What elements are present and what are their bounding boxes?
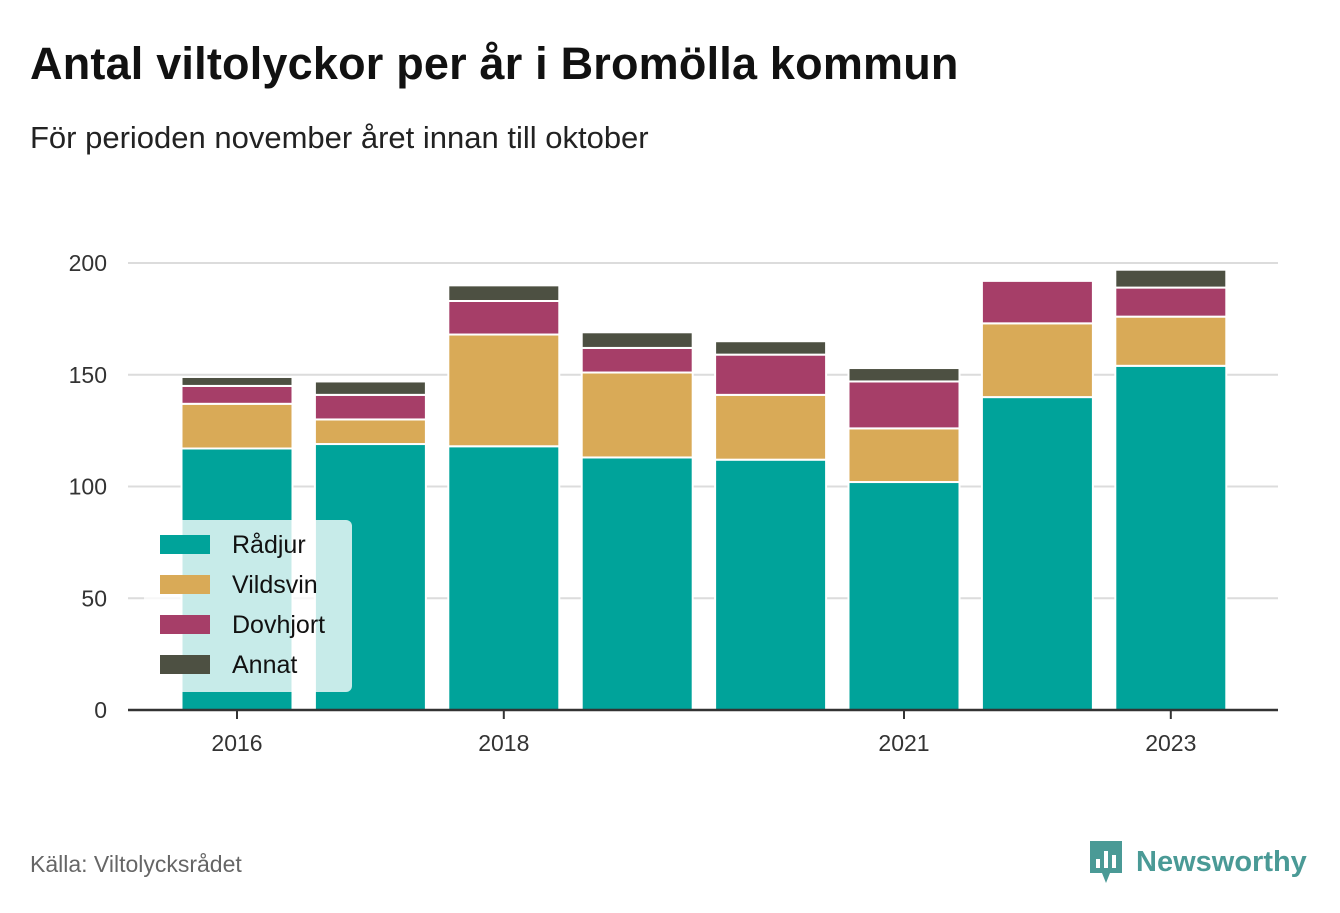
- bar-segment: [580, 456, 694, 711]
- bar-segment: [847, 380, 961, 430]
- legend-swatch: [160, 655, 210, 674]
- brand-logo: Newsworthy: [1088, 838, 1307, 886]
- legend-label: Annat: [232, 651, 297, 679]
- bar-segment: [180, 402, 294, 450]
- bar-segment: [313, 393, 427, 421]
- bar-segment: [714, 458, 828, 711]
- bar-segment: [847, 481, 961, 711]
- bar-segment: [580, 346, 694, 374]
- chart-title: Antal viltolyckor per år i Bromölla komm…: [30, 38, 959, 89]
- x-tick-label: 2023: [1145, 730, 1196, 756]
- legend-label: Rådjur: [232, 531, 306, 559]
- bar-segment: [313, 418, 427, 446]
- y-tick-label: 100: [69, 474, 107, 500]
- x-tick-label: 2018: [478, 730, 529, 756]
- brand-name: Newsworthy: [1136, 845, 1307, 878]
- bar-segment: [714, 340, 828, 356]
- x-tick-label: 2021: [878, 730, 929, 756]
- bar-segment: [1114, 268, 1228, 289]
- y-tick-label: 200: [69, 250, 107, 276]
- newsworthy-logo-icon: [1090, 841, 1122, 883]
- bar-segment: [1114, 315, 1228, 367]
- bar-segment: [180, 384, 294, 405]
- bar-segment: [980, 279, 1094, 325]
- legend-label: Dovhjort: [232, 611, 325, 639]
- bar-segment: [714, 393, 828, 461]
- chart-subtitle: För perioden november året innan till ok…: [30, 120, 649, 155]
- y-tick-label: 50: [81, 585, 107, 611]
- bar-segment: [447, 299, 561, 336]
- bar-segment: [447, 284, 561, 302]
- y-tick-label: 0: [94, 697, 107, 723]
- legend-label: Vildsvin: [232, 571, 318, 599]
- bar-segment: [447, 333, 561, 448]
- bar-segment: [1114, 364, 1228, 711]
- bar-segment: [1114, 286, 1228, 318]
- bar-segment: [980, 396, 1094, 711]
- legend-swatch: [160, 575, 210, 594]
- legend: Rådjur Vildsvin Dovhjort Annat: [144, 520, 352, 692]
- bar-segment: [980, 322, 1094, 399]
- y-axis-ticks: 0 50 100 150 200: [69, 250, 107, 723]
- legend-swatch: [160, 535, 210, 554]
- source-note: Källa: Viltolycksrådet: [30, 851, 242, 877]
- bar-segment: [847, 367, 961, 383]
- x-axis-ticks: 2016 2018 2021 2023: [211, 710, 1196, 756]
- bar-segment: [714, 353, 828, 396]
- bar-segment: [847, 427, 961, 484]
- bar-segment: [580, 331, 694, 349]
- legend-swatch: [160, 615, 210, 634]
- x-tick-label: 2016: [211, 730, 262, 756]
- y-tick-label: 150: [69, 362, 107, 388]
- bar-segment: [447, 445, 561, 711]
- legend-box: [144, 520, 352, 692]
- bar-segment: [580, 371, 694, 459]
- bar-segment: [313, 380, 427, 396]
- bar-segment: [180, 375, 294, 387]
